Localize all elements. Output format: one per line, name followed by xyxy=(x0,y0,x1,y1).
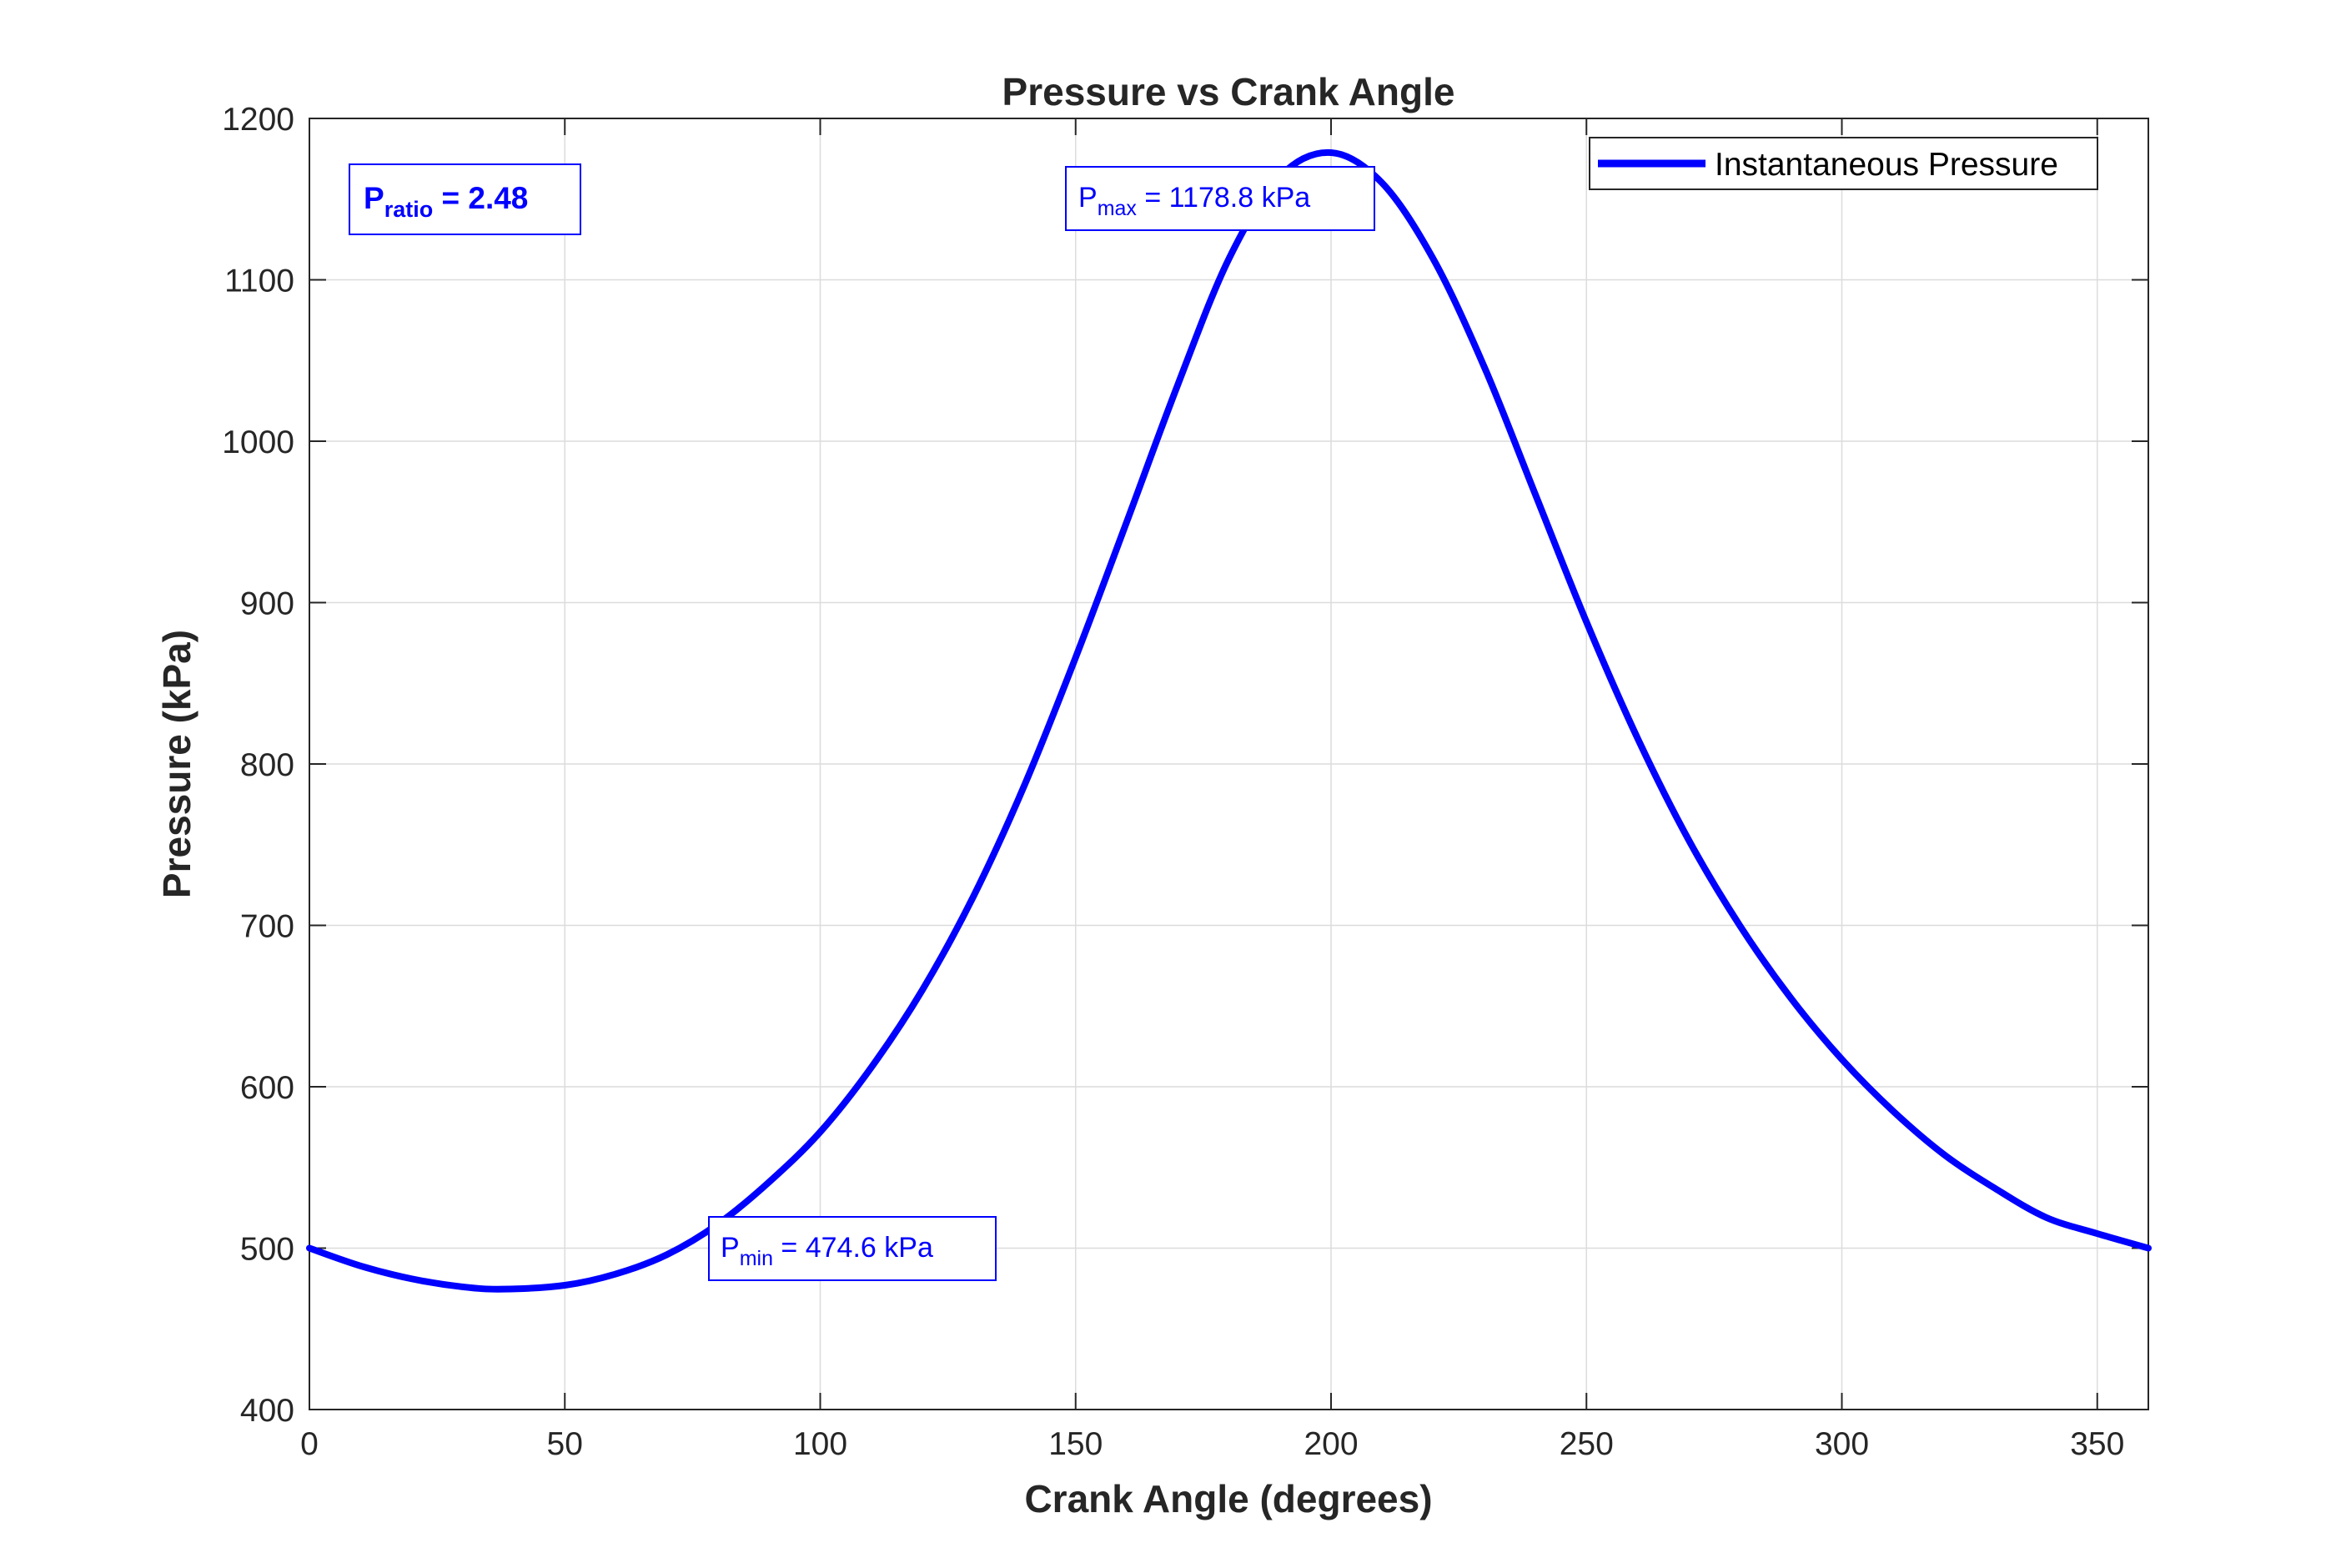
annotation-pmax-symbol: P xyxy=(1078,182,1098,214)
x-tick-label: 50 xyxy=(547,1426,583,1462)
series-line xyxy=(306,148,2152,1293)
y-tick-label: 1200 xyxy=(222,102,294,138)
annotation-pratio-symbol: P xyxy=(364,181,384,215)
annotation-pmin-box xyxy=(708,1216,997,1281)
y-tick-label: 900 xyxy=(240,586,294,622)
y-tick-label: 500 xyxy=(240,1232,294,1268)
annotation-pmax-subscript: max xyxy=(1098,197,1138,220)
annotation-pratio-value: = 2.48 xyxy=(433,181,528,215)
x-tick-label: 0 xyxy=(300,1426,319,1462)
x-tick-label: 250 xyxy=(1560,1426,1614,1462)
legend-label: Instantaneous Pressure xyxy=(1715,147,2058,183)
annotation-pmin: Pmin = 474.6 kPa xyxy=(708,1216,997,1281)
x-tick-label: 100 xyxy=(793,1426,847,1462)
annotation-pmin-symbol: P xyxy=(721,1232,740,1264)
axis-ticks: 0 50 100 150 200 250 300 350 400 500 600 700 800 900 1… xyxy=(222,102,2148,1462)
y-tick-label: 1000 xyxy=(222,425,294,460)
chart-title: Pressure vs Crank Angle xyxy=(1002,70,1455,113)
y-axis-title: Pressure (kPa) xyxy=(155,630,198,898)
annotation-pmax: Pmax = 1178.8 kPa xyxy=(1065,166,1375,231)
annotation-pmin-subscript: min xyxy=(740,1247,773,1270)
legend: Instantaneous Pressure xyxy=(1589,137,2098,190)
x-axis-title: Crank Angle (degrees) xyxy=(1024,1477,1432,1520)
annotation-pratio-text: Pratio = 2.48 xyxy=(364,181,528,222)
x-tick-label: 150 xyxy=(1048,1426,1103,1462)
annotation-pratio-box xyxy=(349,163,581,235)
annotation-pratio: Pratio = 2.48 xyxy=(349,163,581,235)
annotation-pratio-subscript: ratio xyxy=(384,197,434,222)
y-tick-label: 800 xyxy=(240,747,294,783)
annotation-pmax-box xyxy=(1065,166,1375,231)
series-layer xyxy=(306,148,2152,1293)
annotation-pmin-text: Pmin = 474.6 kPa xyxy=(721,1232,933,1270)
x-tick-label: 350 xyxy=(2070,1426,2124,1462)
y-tick-label: 600 xyxy=(240,1070,294,1106)
x-tick-label: 200 xyxy=(1304,1426,1358,1462)
y-tick-label: 400 xyxy=(240,1393,294,1429)
y-tick-label: 700 xyxy=(240,909,294,945)
y-tick-label: 1100 xyxy=(224,264,294,299)
annotation-pmax-text: Pmax = 1178.8 kPa xyxy=(1078,182,1310,220)
annotation-pmax-value: = 1178.8 kPa xyxy=(1137,182,1310,214)
annotation-pmin-value: = 474.6 kPa xyxy=(773,1232,933,1264)
x-tick-label: 300 xyxy=(1815,1426,1869,1462)
